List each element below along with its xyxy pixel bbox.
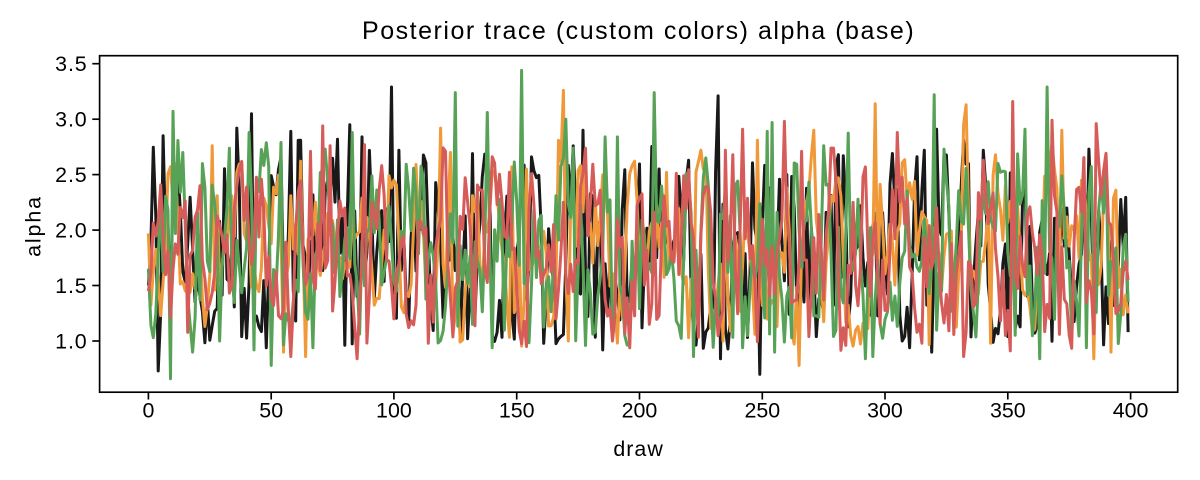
svg-text:3.5: 3.5	[55, 52, 87, 76]
svg-text:draw: draw	[613, 437, 663, 461]
svg-text:100: 100	[376, 399, 412, 423]
svg-text:400: 400	[1113, 399, 1149, 423]
svg-text:Posterior trace (custom colors: Posterior trace (custom colors) alpha (b…	[362, 17, 915, 45]
svg-text:alpha: alpha	[21, 195, 45, 257]
svg-text:250: 250	[744, 399, 780, 423]
svg-text:150: 150	[499, 399, 535, 423]
svg-text:1.0: 1.0	[55, 329, 87, 353]
svg-text:3.0: 3.0	[55, 108, 87, 132]
svg-text:350: 350	[990, 399, 1026, 423]
svg-text:50: 50	[259, 399, 283, 423]
svg-text:0: 0	[142, 399, 154, 423]
svg-text:200: 200	[622, 399, 658, 423]
svg-text:300: 300	[867, 399, 903, 423]
svg-text:1.5: 1.5	[55, 274, 87, 298]
svg-text:2.0: 2.0	[55, 218, 87, 242]
svg-text:2.5: 2.5	[55, 163, 87, 187]
